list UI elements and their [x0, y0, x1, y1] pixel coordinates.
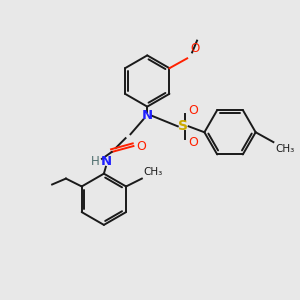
Text: N: N [100, 155, 111, 168]
Text: O: O [190, 42, 200, 56]
Text: S: S [178, 119, 188, 133]
Text: CH₃: CH₃ [144, 167, 163, 177]
Text: N: N [142, 109, 153, 122]
Text: H: H [91, 155, 100, 168]
Text: O: O [189, 136, 199, 148]
Text: O: O [136, 140, 146, 153]
Text: CH₃: CH₃ [275, 144, 295, 154]
Text: O: O [189, 104, 199, 117]
